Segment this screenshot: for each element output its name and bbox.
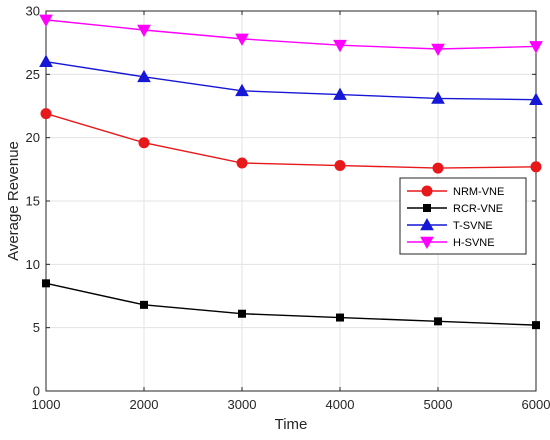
legend-label-t-svne: T-SVNE — [453, 220, 493, 232]
data-point-rcr-vne — [532, 321, 540, 330]
series-rcr-vne — [42, 279, 540, 330]
y-tick-label: 30 — [26, 4, 40, 19]
x-tick-label: 1000 — [32, 397, 61, 412]
x-tick-label: 4000 — [326, 397, 355, 412]
y-tick-label: 20 — [26, 130, 40, 145]
legend: NRM-VNE RCR-VNE T-SVNE H-SVNE — [399, 177, 527, 255]
legend-label-rcr-vne: RCR-VNE — [453, 203, 503, 215]
data-point-rcr-vne — [434, 317, 442, 326]
data-point-nrm-vne — [530, 161, 542, 173]
series-line-h-svne — [45, 19, 537, 50]
y-tick-label: 25 — [26, 67, 40, 82]
data-point-t-svne — [529, 92, 543, 105]
data-point-nrm-vne — [432, 162, 444, 174]
data-point-nrm-vne — [40, 108, 52, 120]
series-line-rcr-vne — [45, 282, 537, 326]
data-point-rcr-vne — [336, 313, 344, 322]
legend-label-h-svne: H-SVNE — [453, 237, 495, 249]
data-point-nrm-vne — [334, 160, 346, 172]
series-line-t-svne — [45, 60, 537, 101]
series-h-svne — [39, 14, 543, 57]
data-point-h-svne — [431, 43, 445, 57]
legend-marker-nrm-vne — [421, 185, 433, 197]
data-point-h-svne — [235, 33, 249, 46]
x-tick-label: 2000 — [130, 397, 159, 412]
legend-marker-rcr-vne — [423, 204, 431, 212]
data-point-h-svne — [529, 41, 543, 54]
series-line-nrm-vne — [45, 112, 537, 169]
x-tick-label: 6000 — [522, 397, 550, 412]
y-tick-label: 10 — [26, 257, 40, 272]
legend-label-nrm-vne: NRM-VNE — [453, 186, 504, 198]
series-nrm-vne — [40, 108, 542, 174]
x-tick-label: 3000 — [228, 397, 257, 412]
data-point-rcr-vne — [42, 279, 50, 288]
y-tick-label: 5 — [33, 320, 40, 335]
series-group — [39, 14, 543, 330]
data-point-h-svne — [333, 39, 347, 53]
data-point-t-svne — [431, 91, 445, 104]
data-point-t-svne — [137, 69, 151, 83]
y-tick-label: 0 — [33, 384, 40, 399]
data-point-t-svne — [333, 87, 347, 100]
axis-ticks: 1000 2000 3000 4000 5000 6000 0 5 10 15 20 25 30 — [26, 4, 550, 413]
data-point-t-svne — [235, 83, 249, 97]
x-axis-label: Time — [275, 416, 308, 433]
data-point-t-svne — [39, 54, 53, 67]
data-point-h-svne — [39, 14, 53, 27]
data-point-rcr-vne — [238, 309, 246, 318]
data-point-rcr-vne — [140, 300, 148, 309]
data-point-h-svne — [137, 24, 151, 38]
y-axis-label: Average Revenue — [5, 141, 22, 261]
series-t-svne — [39, 54, 543, 105]
legend-marker-t-svne — [420, 217, 434, 231]
x-tick-label: 5000 — [424, 397, 453, 412]
legend-marker-h-svne — [420, 236, 434, 250]
data-point-nrm-vne — [138, 137, 150, 149]
y-tick-label: 15 — [26, 194, 40, 209]
data-point-nrm-vne — [236, 157, 248, 169]
